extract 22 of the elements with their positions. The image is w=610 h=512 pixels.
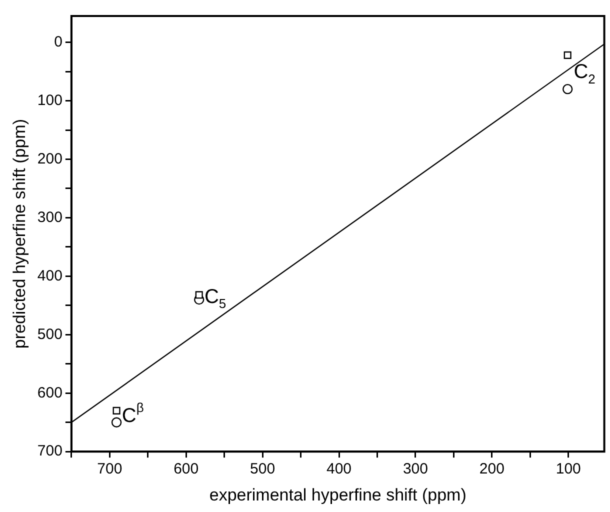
y-tick-label: 300 (37, 208, 62, 226)
point (195, 291, 203, 299)
x-tick-label: 600 (174, 460, 199, 478)
y-tick-label: 0 (54, 33, 62, 50)
y-tick-label: 600 (37, 384, 62, 402)
point (111, 417, 122, 428)
y-axis-title: predicted hyperfine shift (ppm) (10, 118, 29, 349)
point (112, 406, 120, 414)
point (562, 84, 573, 94)
y-tick-label: 100 (37, 92, 62, 109)
x-tick-label: 400 (326, 460, 352, 478)
y-tick-label: 500 (37, 326, 62, 343)
x-tick-label: 200 (479, 460, 504, 478)
point (564, 51, 572, 59)
x-tick-label: 300 (402, 460, 428, 478)
x-tick-label: 100 (556, 460, 581, 478)
y-tick-label: 200 (37, 150, 62, 168)
x-tick-label: 500 (250, 460, 276, 478)
y-tick-label: 400 (37, 267, 62, 284)
y-tick-label: 700 (37, 442, 62, 460)
x-axis-title: experimental hyperfine shift (ppm) (209, 485, 466, 504)
x-tick-label: 700 (97, 460, 122, 478)
